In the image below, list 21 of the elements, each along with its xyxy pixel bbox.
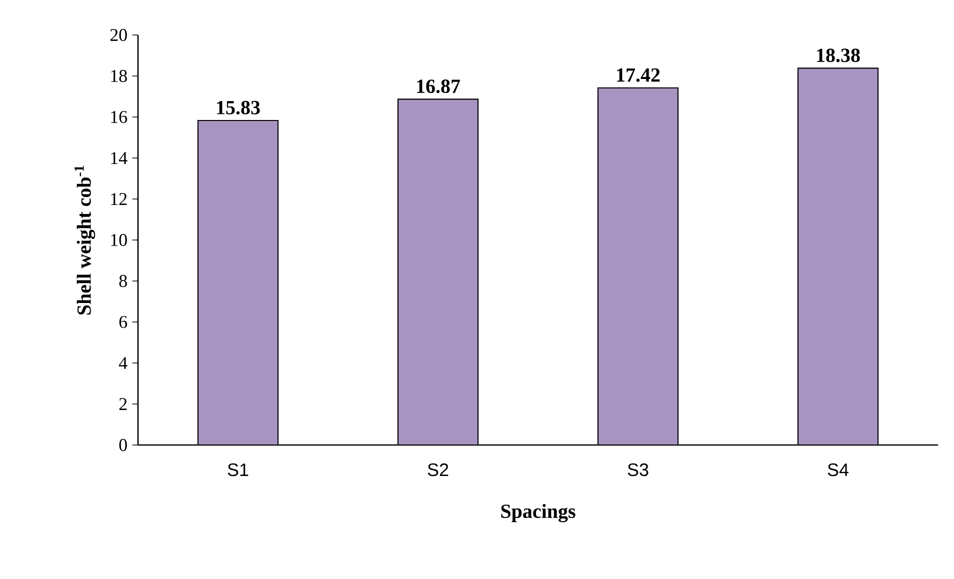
y-tick-label: 6 [119, 316, 128, 328]
y-tick-label: 8 [119, 274, 127, 288]
x-tick-label: S3 [628, 463, 648, 476]
x-tick-label: S1 [228, 463, 248, 476]
y-tick-label: 0 [119, 438, 127, 452]
data-label: 15.83 [217, 100, 260, 114]
x-tick-label: S4 [828, 463, 848, 476]
data-label: 16.87 [417, 80, 460, 94]
data-label: 18.38 [817, 48, 860, 62]
y-tick-label: 20 [110, 28, 127, 42]
x-tick-label: S2 [428, 463, 448, 476]
y-tick-label: 12 [111, 193, 127, 205]
y-axis-title: Shell weight cob$^{-1}$ [74, 166, 96, 315]
y-tick-label: 18 [111, 70, 127, 82]
y-tick-label: 10 [111, 234, 127, 246]
data-label: 17.42 [617, 68, 660, 82]
y-tick-label: 2 [119, 398, 127, 410]
x-axis-title: Spacings [501, 504, 576, 522]
y-tick-label: 4 [118, 357, 128, 369]
y-tick-label: 14 [111, 152, 128, 164]
y-tick-label: 16 [111, 110, 128, 124]
